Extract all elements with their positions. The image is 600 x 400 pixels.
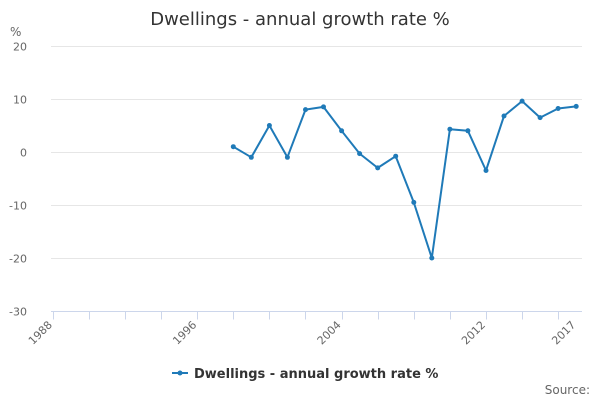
x-axis bbox=[51, 311, 582, 320]
grid-lines bbox=[51, 46, 582, 259]
y-tick-label: 10 bbox=[13, 94, 27, 107]
data-point[interactable] bbox=[519, 98, 525, 104]
data-point[interactable] bbox=[303, 107, 308, 113]
data-point[interactable] bbox=[393, 153, 399, 159]
data-point[interactable] bbox=[230, 144, 236, 150]
y-axis-tick-labels: 20 10 0 -10 -20 -30 bbox=[9, 41, 27, 319]
data-point[interactable] bbox=[465, 128, 471, 134]
data-point[interactable] bbox=[411, 199, 417, 205]
source-label: Source: bbox=[545, 383, 590, 397]
series-plot bbox=[230, 98, 579, 261]
data-point[interactable] bbox=[501, 113, 507, 119]
x-axis-tick-labels: 1988 1996 2004 2012 2017 bbox=[26, 318, 578, 347]
y-tick-label: -20 bbox=[9, 253, 27, 266]
y-tick-label: 0 bbox=[20, 147, 27, 160]
data-point[interactable] bbox=[537, 115, 543, 121]
data-point[interactable] bbox=[375, 165, 381, 171]
legend[interactable]: Dwellings - annual growth rate % bbox=[172, 367, 438, 382]
y-axis-unit-label: % bbox=[10, 25, 21, 39]
data-point[interactable] bbox=[321, 104, 326, 110]
x-tick-label: 2004 bbox=[315, 318, 344, 347]
x-tick-label: 1996 bbox=[170, 318, 199, 347]
x-tick-label: 2017 bbox=[549, 318, 578, 347]
series-line bbox=[232, 100, 578, 259]
data-point[interactable] bbox=[248, 154, 254, 160]
y-tick-label: 20 bbox=[13, 41, 27, 54]
y-tick-label: -30 bbox=[9, 306, 27, 319]
x-tick-label: 1988 bbox=[26, 318, 55, 347]
data-point[interactable] bbox=[266, 123, 272, 128]
chart-title: Dwellings - annual growth rate % bbox=[150, 9, 450, 30]
data-point[interactable] bbox=[555, 106, 561, 111]
data-point[interactable] bbox=[447, 126, 453, 132]
y-tick-label: -10 bbox=[9, 200, 27, 213]
data-point[interactable] bbox=[357, 151, 363, 157]
x-tick-label: 2012 bbox=[459, 318, 488, 347]
data-point[interactable] bbox=[429, 255, 435, 261]
legend-label: Dwellings - annual growth rate % bbox=[194, 367, 438, 382]
legend-marker-swatch bbox=[177, 370, 183, 376]
data-point[interactable] bbox=[339, 128, 345, 134]
data-point[interactable] bbox=[284, 154, 290, 160]
data-point[interactable] bbox=[573, 103, 579, 109]
data-point[interactable] bbox=[483, 168, 489, 173]
